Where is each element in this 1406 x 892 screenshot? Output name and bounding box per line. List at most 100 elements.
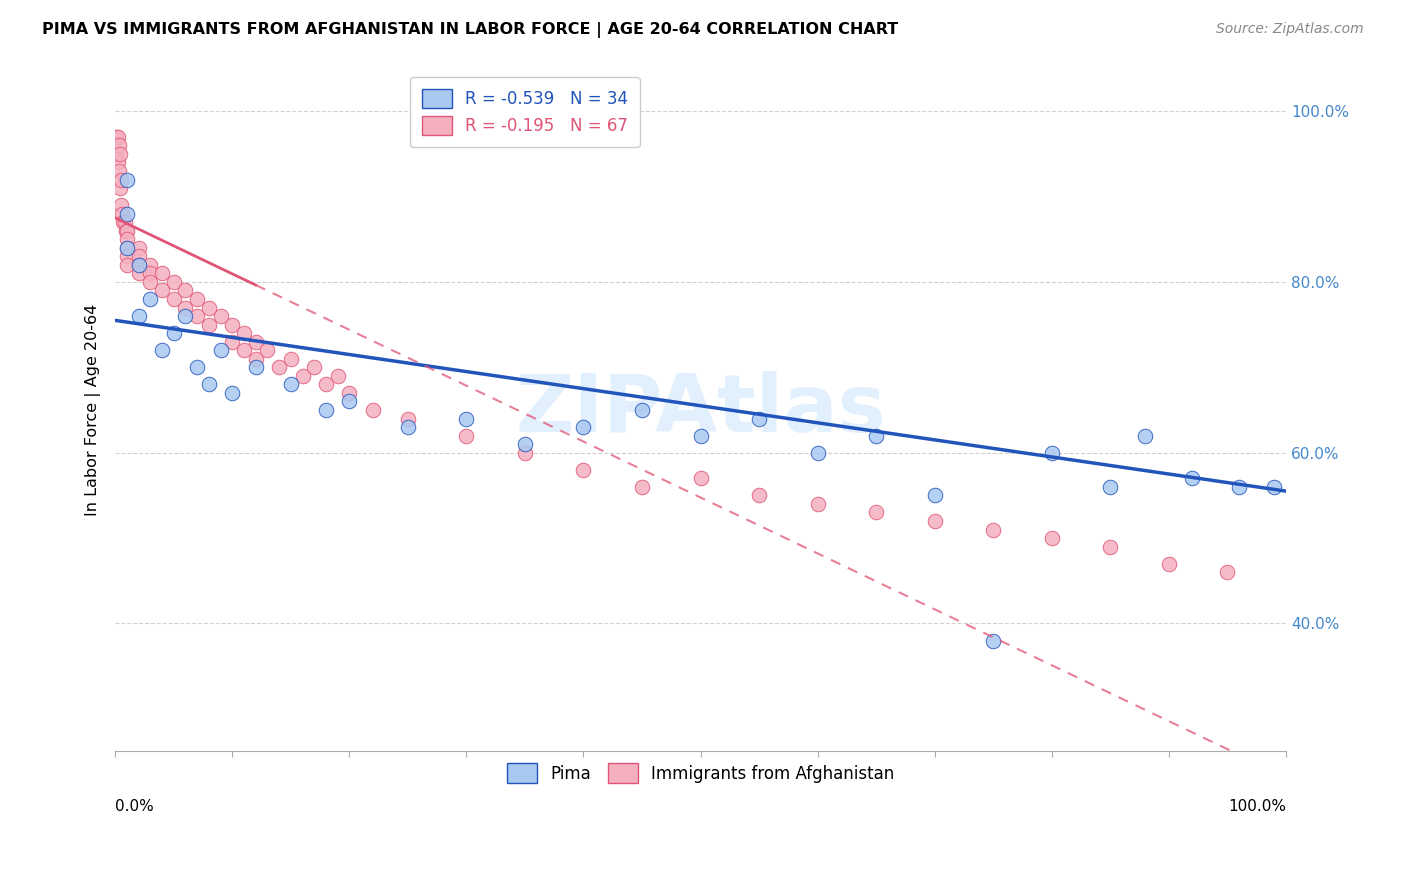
Point: [280, 377, 302, 392]
Point: [115, 241, 138, 255]
Point: [807, 445, 830, 459]
Point: [107, 129, 129, 144]
Text: Source: ZipAtlas.com: Source: ZipAtlas.com: [1216, 22, 1364, 37]
Point: [337, 394, 360, 409]
Point: [748, 488, 770, 502]
Point: [105, 129, 128, 144]
Point: [198, 301, 221, 315]
Point: [1157, 557, 1180, 571]
Point: [572, 420, 595, 434]
Point: [115, 224, 138, 238]
Point: [115, 258, 138, 272]
Point: [748, 411, 770, 425]
Point: [513, 445, 536, 459]
Point: [174, 301, 197, 315]
Point: [302, 360, 325, 375]
Point: [111, 207, 134, 221]
Point: [107, 164, 129, 178]
Point: [631, 480, 654, 494]
Text: 100.0%: 100.0%: [1227, 799, 1286, 814]
Point: [150, 267, 173, 281]
Point: [110, 198, 132, 212]
Point: [291, 368, 314, 383]
Point: [110, 172, 132, 186]
Point: [245, 334, 267, 349]
Point: [1040, 531, 1063, 545]
Point: [981, 633, 1004, 648]
Point: [807, 497, 830, 511]
Point: [924, 514, 946, 528]
Point: [150, 343, 173, 358]
Point: [128, 267, 150, 281]
Point: [108, 181, 131, 195]
Point: [139, 267, 162, 281]
Point: [107, 138, 129, 153]
Point: [981, 523, 1004, 537]
Point: [186, 292, 208, 306]
Text: PIMA VS IMMIGRANTS FROM AFGHANISTAN IN LABOR FORCE | AGE 20-64 CORRELATION CHART: PIMA VS IMMIGRANTS FROM AFGHANISTAN IN L…: [42, 22, 898, 38]
Point: [198, 318, 221, 332]
Point: [128, 258, 150, 272]
Point: [326, 368, 349, 383]
Point: [689, 471, 711, 485]
Point: [198, 377, 221, 392]
Point: [150, 284, 173, 298]
Y-axis label: In Labor Force | Age 20-64: In Labor Force | Age 20-64: [86, 304, 101, 516]
Point: [139, 292, 162, 306]
Point: [115, 241, 138, 255]
Point: [1135, 428, 1157, 442]
Point: [315, 377, 337, 392]
Point: [337, 386, 360, 401]
Point: [1099, 540, 1122, 554]
Point: [186, 309, 208, 323]
Point: [924, 488, 946, 502]
Point: [269, 360, 291, 375]
Point: [689, 428, 711, 442]
Point: [114, 215, 136, 229]
Point: [396, 411, 419, 425]
Point: [1040, 445, 1063, 459]
Point: [115, 232, 138, 246]
Point: [128, 258, 150, 272]
Point: [396, 420, 419, 434]
Point: [1181, 471, 1204, 485]
Point: [280, 351, 302, 366]
Point: [221, 318, 243, 332]
Point: [108, 147, 131, 161]
Point: [631, 403, 654, 417]
Point: [105, 147, 128, 161]
Point: [513, 437, 536, 451]
Point: [456, 411, 478, 425]
Point: [163, 275, 186, 289]
Point: [315, 403, 337, 417]
Point: [115, 172, 138, 186]
Point: [865, 428, 887, 442]
Point: [114, 224, 136, 238]
Point: [128, 241, 150, 255]
Point: [245, 351, 267, 366]
Point: [1099, 480, 1122, 494]
Point: [256, 343, 278, 358]
Point: [209, 309, 232, 323]
Text: 0.0%: 0.0%: [115, 799, 153, 814]
Point: [221, 334, 243, 349]
Point: [163, 292, 186, 306]
Point: [233, 343, 256, 358]
Point: [115, 249, 138, 263]
Point: [112, 215, 135, 229]
Point: [361, 403, 384, 417]
Point: [1227, 480, 1250, 494]
Point: [245, 360, 267, 375]
Point: [1263, 480, 1285, 494]
Point: [139, 258, 162, 272]
Point: [1216, 565, 1239, 579]
Legend: Pima, Immigrants from Afghanistan: Pima, Immigrants from Afghanistan: [495, 752, 905, 795]
Point: [221, 386, 243, 401]
Point: [209, 343, 232, 358]
Point: [865, 505, 887, 519]
Point: [456, 428, 478, 442]
Point: [174, 309, 197, 323]
Point: [163, 326, 186, 341]
Text: ZIPAtlas: ZIPAtlas: [515, 371, 886, 449]
Point: [107, 155, 129, 169]
